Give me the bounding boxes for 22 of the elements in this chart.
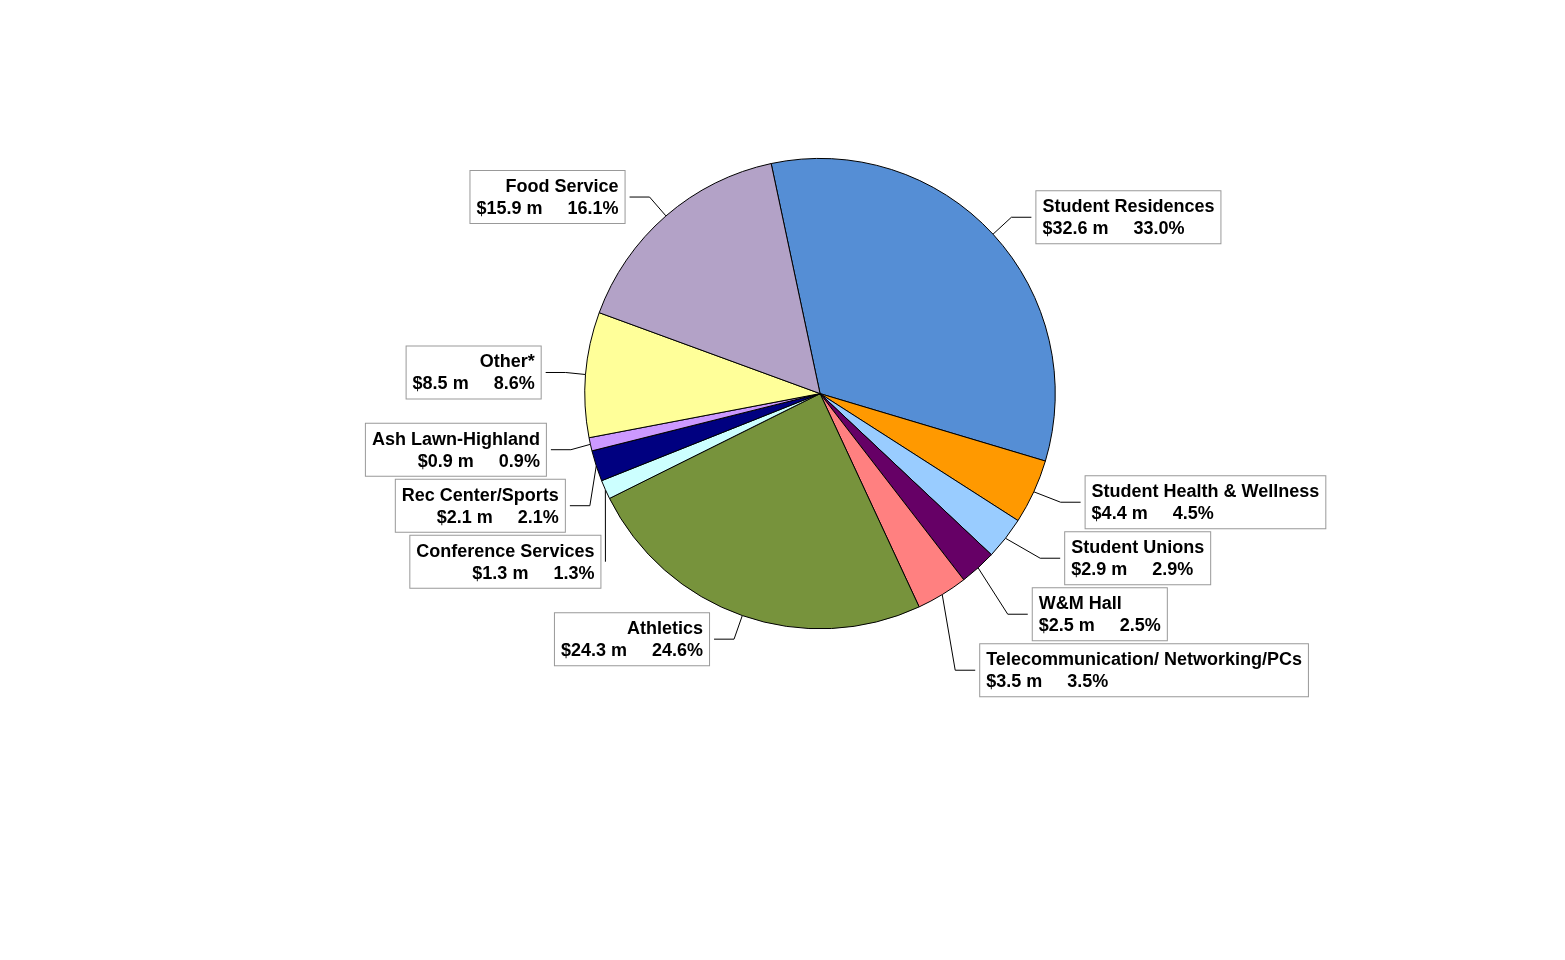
slice-label: Student Health & Wellness xyxy=(1091,481,1320,502)
slice-label: W&M Hall xyxy=(1038,593,1122,614)
data-label: $4.4 m 4.5% xyxy=(1091,503,1214,524)
slice-label: Student Unions xyxy=(1071,537,1205,558)
slice-label: Rec Center/Sports xyxy=(401,484,559,505)
data-label: $2.5 m 2.5% xyxy=(1038,615,1161,636)
slice-label: Ash Lawn-Highland xyxy=(371,428,540,449)
slice-label: Telecommunication/ Networking/PCs xyxy=(986,649,1302,670)
slice-label: Conference Services xyxy=(416,540,595,561)
slice-label: Athletics xyxy=(627,618,704,639)
slice-label: Student Residences xyxy=(1042,196,1215,217)
data-label: $2.1 m 2.1% xyxy=(436,506,559,527)
data-label: $32.6 m 33.0% xyxy=(1042,218,1185,239)
slice-label: Other* xyxy=(479,351,535,372)
data-label: $1.3 m 1.3% xyxy=(472,562,595,583)
data-label: $15.9 m 16.1% xyxy=(476,198,619,219)
data-label: $2.9 m 2.9% xyxy=(1071,559,1194,580)
slice-label: Food Service xyxy=(505,176,619,197)
data-label: $24.3 m 24.6% xyxy=(560,640,704,661)
data-label: $0.9 m 0.9% xyxy=(417,450,540,471)
data-label: $8.5 m 8.6% xyxy=(412,373,535,394)
data-label: $3.5 m 3.5% xyxy=(986,671,1109,692)
